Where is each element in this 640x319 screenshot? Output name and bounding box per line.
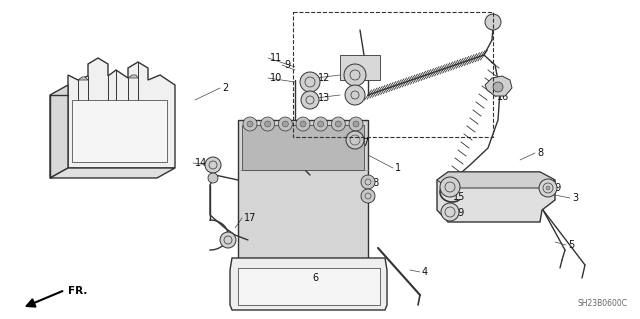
Circle shape [344,64,366,86]
Polygon shape [230,258,387,310]
Polygon shape [437,172,555,222]
Circle shape [546,186,550,190]
Text: 20: 20 [363,193,376,203]
Bar [72,100,167,162]
Circle shape [361,189,375,203]
Circle shape [260,117,275,131]
Polygon shape [78,77,88,80]
Polygon shape [50,85,68,178]
Text: 13: 13 [318,93,330,103]
Text: FR.: FR. [68,286,88,296]
Text: 12: 12 [318,73,330,83]
Circle shape [317,121,324,127]
Text: 10: 10 [270,73,282,83]
Text: 8: 8 [537,148,543,158]
Text: 1: 1 [395,163,401,173]
Circle shape [346,131,364,149]
Circle shape [282,121,289,127]
Polygon shape [50,168,175,178]
Circle shape [332,117,346,131]
Text: 14: 14 [195,158,207,168]
Text: 17: 17 [244,213,257,223]
Bar [293,12,493,137]
Bar [242,125,364,170]
Text: 9: 9 [284,60,290,70]
Circle shape [353,121,359,127]
Circle shape [441,203,459,221]
Polygon shape [485,76,512,96]
Circle shape [485,14,501,30]
Circle shape [208,173,218,183]
Text: 18: 18 [368,178,380,188]
Circle shape [300,72,320,92]
Polygon shape [238,268,380,305]
Text: 15: 15 [453,192,465,202]
Circle shape [314,117,328,131]
Circle shape [265,121,271,127]
Text: 2: 2 [222,83,228,93]
Text: 7: 7 [362,138,368,148]
Text: 6: 6 [312,273,318,283]
Circle shape [247,121,253,127]
Text: 19: 19 [453,208,465,218]
Circle shape [539,179,557,197]
Circle shape [243,117,257,131]
Circle shape [493,82,503,92]
Circle shape [278,117,292,131]
Circle shape [335,121,341,127]
Circle shape [296,117,310,131]
Text: 16: 16 [497,92,509,102]
Text: 4: 4 [422,267,428,277]
Polygon shape [437,172,555,188]
Bar [238,120,368,268]
Circle shape [361,175,375,189]
Circle shape [345,85,365,105]
Circle shape [300,121,306,127]
Circle shape [220,232,236,248]
Text: 3: 3 [572,193,578,203]
Polygon shape [68,58,175,168]
Circle shape [349,117,363,131]
Text: 19: 19 [550,183,563,193]
Polygon shape [128,75,138,78]
Bar [340,55,380,80]
Text: SH23B0600C: SH23B0600C [578,299,628,308]
Circle shape [301,91,319,109]
Text: 5: 5 [568,240,574,250]
Text: 11: 11 [270,53,282,63]
Circle shape [440,177,460,197]
Circle shape [205,157,221,173]
